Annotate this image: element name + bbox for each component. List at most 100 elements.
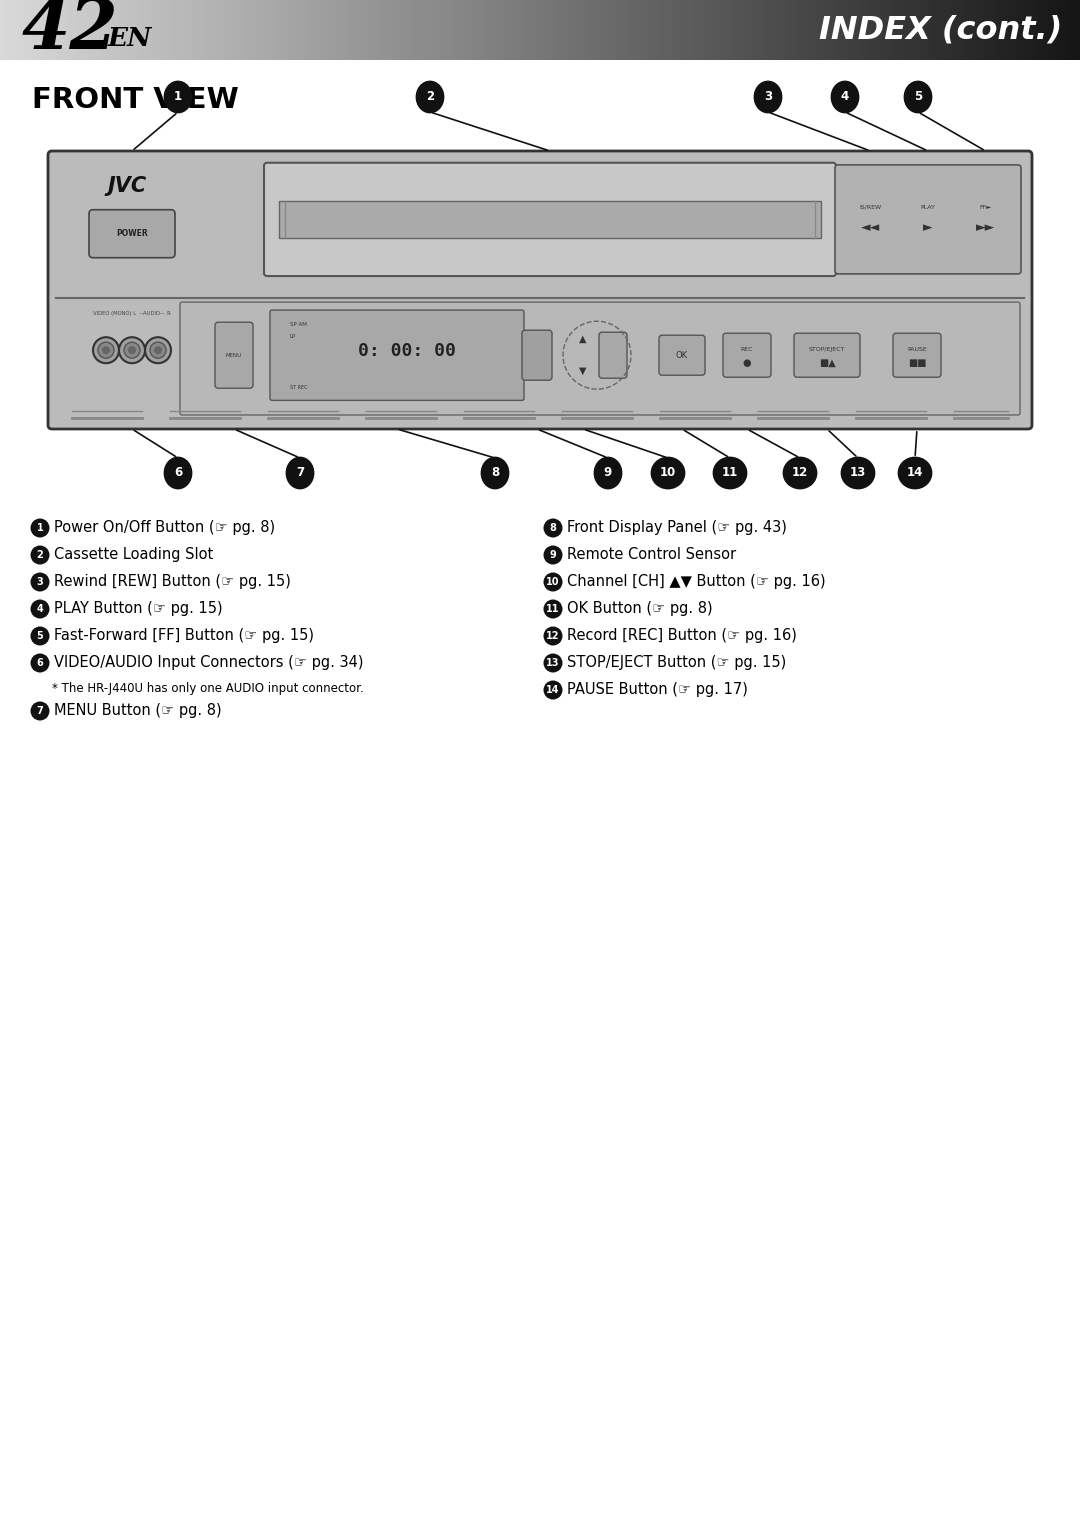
FancyBboxPatch shape [48, 151, 1032, 429]
Bar [288, 0, 292, 60]
Bar [65, 0, 68, 60]
Bar [558, 0, 562, 60]
Circle shape [93, 337, 119, 363]
Text: ST REC: ST REC [291, 386, 308, 391]
Bar [29, 0, 32, 60]
Bar [310, 0, 313, 60]
Bar [111, 0, 116, 60]
Bar [86, 0, 90, 60]
Bar [882, 0, 886, 60]
Bar [824, 0, 828, 60]
Bar [194, 0, 198, 60]
Bar [889, 0, 893, 60]
Bar [640, 0, 645, 60]
Bar [57, 0, 62, 60]
Bar [32, 0, 36, 60]
Bar [1055, 0, 1058, 60]
Bar [846, 0, 850, 60]
Bar [983, 0, 986, 60]
Bar [936, 0, 940, 60]
Bar [62, 0, 65, 60]
Text: ▲: ▲ [579, 334, 586, 345]
Bar [850, 0, 853, 60]
Bar [950, 0, 954, 60]
Bar [1044, 0, 1048, 60]
Bar [878, 0, 882, 60]
Bar [11, 0, 14, 60]
Bar [386, 0, 389, 60]
Bar [364, 0, 367, 60]
Bar [572, 0, 576, 60]
FancyBboxPatch shape [893, 333, 941, 377]
Bar [1034, 0, 1037, 60]
Bar [497, 0, 500, 60]
Bar [292, 0, 295, 60]
Bar [1048, 0, 1051, 60]
Text: REC: REC [741, 346, 753, 351]
Text: Front Display Panel (☞ pg. 43): Front Display Panel (☞ pg. 43) [567, 520, 787, 536]
Bar [79, 0, 83, 60]
Bar [208, 0, 213, 60]
Bar [472, 0, 475, 60]
Text: 8: 8 [550, 523, 556, 533]
Bar [245, 0, 248, 60]
Bar [1040, 0, 1044, 60]
Bar [46, 0, 51, 60]
Bar [907, 0, 910, 60]
Bar [1069, 0, 1072, 60]
Bar [3, 0, 8, 60]
Text: ►►: ►► [976, 221, 996, 233]
Bar [651, 0, 656, 60]
Bar [191, 0, 194, 60]
Bar [724, 0, 727, 60]
Text: Fast-Forward [FF] Button (☞ pg. 15): Fast-Forward [FF] Button (☞ pg. 15) [54, 629, 314, 642]
Bar [716, 0, 720, 60]
Bar [586, 0, 591, 60]
Bar [853, 0, 856, 60]
Circle shape [30, 702, 50, 720]
Bar [759, 0, 764, 60]
Bar [313, 0, 316, 60]
Bar [489, 0, 494, 60]
Bar [54, 0, 57, 60]
Bar [677, 0, 680, 60]
Text: 1: 1 [174, 90, 183, 104]
Bar [133, 0, 137, 60]
Bar [694, 0, 699, 60]
Bar [915, 0, 918, 60]
Text: 13: 13 [546, 658, 559, 668]
Text: STOP/EJECT Button (☞ pg. 15): STOP/EJECT Button (☞ pg. 15) [567, 655, 786, 670]
Text: Rewind [REW] Button (☞ pg. 15): Rewind [REW] Button (☞ pg. 15) [54, 574, 291, 589]
Circle shape [30, 519, 50, 537]
Bar [785, 0, 788, 60]
Bar [176, 0, 180, 60]
Bar [284, 0, 288, 60]
Text: 10: 10 [546, 577, 559, 588]
Bar [518, 0, 522, 60]
Text: STOP/EJECT: STOP/EJECT [809, 346, 846, 351]
Bar [705, 0, 710, 60]
Circle shape [30, 627, 50, 645]
Circle shape [129, 346, 135, 354]
Bar [184, 0, 187, 60]
Ellipse shape [899, 458, 931, 488]
Text: PLAY: PLAY [920, 204, 935, 211]
Bar [710, 0, 713, 60]
Bar [302, 0, 306, 60]
Bar [727, 0, 731, 60]
Bar [619, 0, 623, 60]
FancyBboxPatch shape [270, 310, 524, 400]
Bar [403, 0, 407, 60]
Bar [130, 0, 133, 60]
Bar [486, 0, 489, 60]
FancyBboxPatch shape [835, 165, 1021, 273]
Circle shape [30, 600, 50, 618]
Text: Cassette Loading Slot: Cassette Loading Slot [54, 546, 213, 562]
Bar [731, 0, 734, 60]
Bar [407, 0, 410, 60]
Bar [529, 0, 532, 60]
Bar [511, 0, 515, 60]
Bar [666, 0, 670, 60]
FancyBboxPatch shape [794, 333, 860, 377]
Text: 4: 4 [841, 90, 849, 104]
